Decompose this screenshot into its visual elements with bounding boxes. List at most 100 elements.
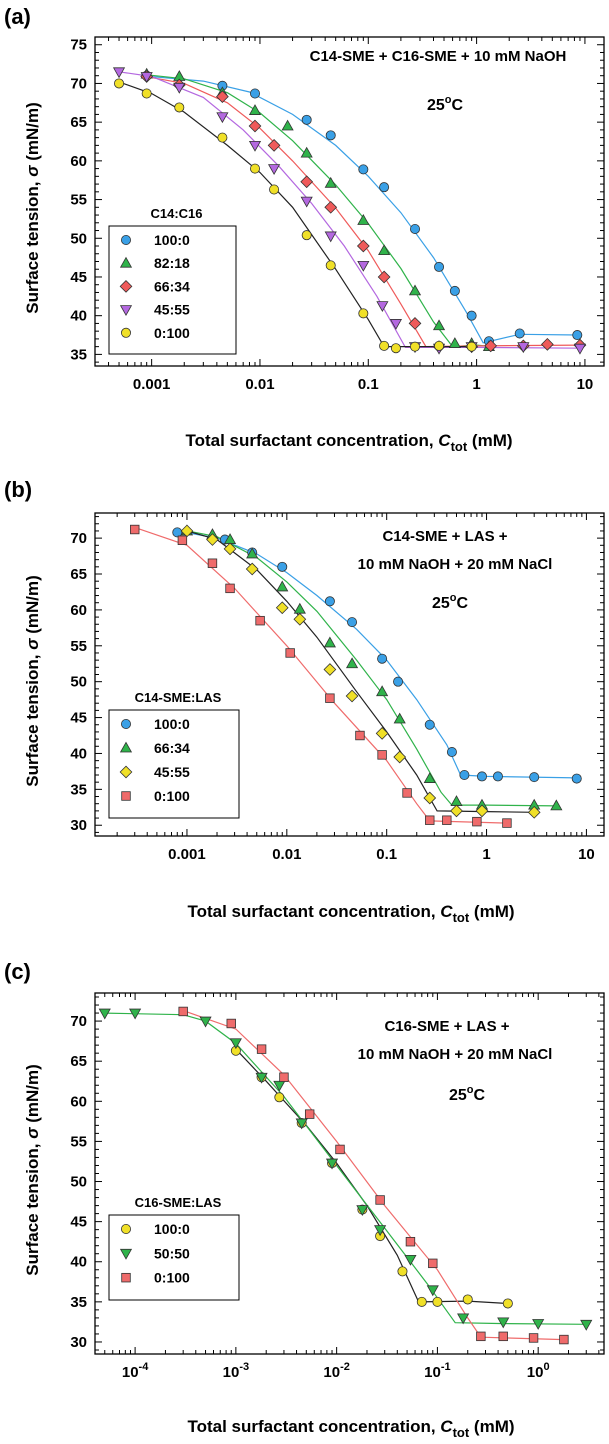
y-tick-label: 55 [70,192,87,209]
data-point-0-100 [174,102,185,113]
x-axis-label: Total surfactant concentration, Ctot (mM… [187,902,514,925]
data-point-0-100 [379,340,390,351]
data-point-100-0 [466,310,477,321]
legend-label: 50:50 [154,1245,190,1261]
data-point-100-0 [393,676,404,687]
y-tick-label: 70 [70,1013,87,1030]
legend-title: C14-SME:LAS [135,690,222,705]
x-tick-label: 10-1 [424,1361,450,1381]
data-point-45-55 [300,196,313,208]
x-tick-label: 10 [577,376,594,393]
data-point-45-55 [324,231,337,243]
x-tick-label: 0.1 [376,846,397,863]
data-point-0-100 [425,815,435,825]
y-tick-label: 70 [70,75,87,92]
data-point-100-0 [502,1298,513,1309]
temperature-label: 25oC [427,94,464,114]
y-tick-label: 40 [70,745,87,762]
legend-title: C14:C16 [150,206,202,221]
data-point-100-0 [172,527,183,538]
data-point-66-34 [276,580,289,592]
fit-line-0-100 [134,526,507,824]
y-tick-label: 45 [70,1214,87,1231]
legend-marker-100-0 [121,719,132,730]
chart-title-line-1: C14-SME + LAS + [382,528,507,545]
data-point-50-50 [532,1319,545,1330]
data-point-45-55 [112,67,126,79]
data-point-82-18 [408,284,422,296]
y-tick-label: 60 [70,602,87,619]
legend-label: 45:55 [154,764,190,780]
data-point-0-100 [390,343,401,354]
y-tick-label: 40 [70,1254,87,1271]
data-point-0-100 [325,693,335,703]
data-point-100-0 [397,1266,408,1277]
data-point-82-18 [448,337,461,348]
data-point-100-0 [572,330,583,341]
legend-marker-66-34 [119,280,133,293]
data-point-0-100 [141,88,152,99]
data-point-100-0 [459,769,470,780]
data-point-0-100 [177,535,188,545]
chart-title-line-1: C16-SME + LAS + [384,1018,509,1035]
data-point-100-0 [449,285,460,296]
legend-label: 100:0 [154,232,190,248]
y-tick-label: 30 [70,817,87,834]
data-point-0-100 [502,818,512,828]
data-point-0-100 [402,788,412,798]
data-point-50-50 [497,1317,510,1329]
data-point-45-55 [216,112,229,124]
data-point-0-100 [304,1109,315,1119]
legend-marker-0-100 [121,1272,131,1283]
legend: C14:C16 100:0 82:18 66:34 45:55 0:100 [108,206,237,355]
data-point-66-34 [408,317,422,330]
data-point-0-100 [114,78,125,89]
data-point-100-0 [410,223,421,234]
legend-marker-100-0 [121,1224,132,1235]
plot-area: 0.001 0.01 0.1 1 10 35 40 45 50 55 60 65 70 75 [70,36,605,393]
y-tick-label: 70 [70,530,87,547]
data-point-100-0 [325,130,336,141]
legend-box [108,1214,240,1301]
data-point-66-34 [423,772,436,783]
data-point-0-100 [207,558,218,568]
data-point-100-0 [416,1296,427,1307]
data-point-82-18 [300,146,313,158]
data-point-66-34 [356,239,370,253]
y-axis-label: Surface tension, σ (mN/m) [23,575,42,787]
y-tick-label: 40 [70,308,87,325]
y-tick-label: 55 [70,638,87,655]
data-point-100-0 [250,88,261,99]
panel-b: (b) C14-SME + LAS + 10 mM NaOH + 20 mM N… [4,477,605,925]
data-point-50-50 [325,1158,339,1170]
data-point-0-100 [442,815,452,825]
data-point-100-0 [492,771,503,782]
data-point-100-0 [277,561,288,572]
data-point-82-18 [378,244,391,256]
data-point-82-18 [432,319,446,331]
legend-label: 0:100 [154,788,190,804]
panel-label: (b) [4,477,32,502]
data-point-0-100 [279,1072,289,1082]
y-tick-label: 65 [70,1053,87,1070]
data-point-66-34 [345,657,359,669]
data-point-50-50 [273,1080,286,1092]
data-point-45-55 [357,260,370,272]
panel-a: (a) C14-SME + C16-SME + 10 mM NaOH 25oC … [4,4,605,454]
data-point-0-100 [301,230,312,241]
y-tick-label: 50 [70,674,87,691]
chart-title-line-1: C14-SME + C16-SME + 10 mM NaOH [310,48,567,65]
legend-marker-66-34 [119,741,133,753]
legend-label: 66:34 [154,740,190,756]
y-tick-label: 75 [70,37,87,54]
y-tick-label: 45 [70,269,87,286]
legend-label: 0:100 [154,325,190,341]
data-point-50-50 [129,1008,142,1020]
y-axis-label: Surface tension, σ (mN/m) [23,1064,42,1276]
x-tick-label: 10-3 [223,1361,249,1381]
y-tick-label: 45 [70,710,87,727]
y-tick-label: 30 [70,1334,87,1351]
data-point-66-34 [376,685,389,697]
data-point-45-55 [573,343,587,355]
data-point-66-34 [377,270,391,284]
